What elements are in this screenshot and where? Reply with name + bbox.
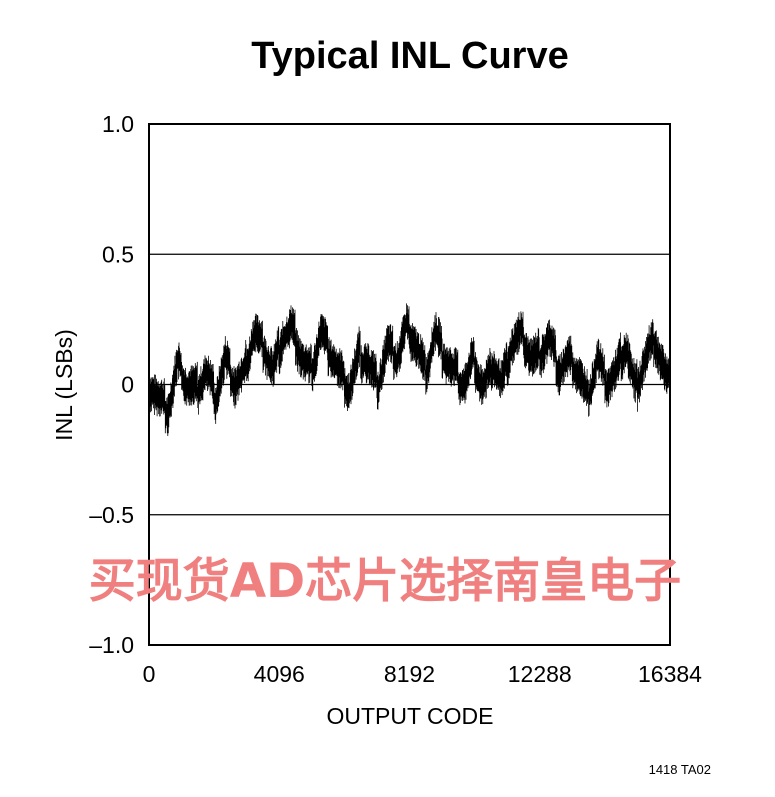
chart-title: Typical INL Curve [251,35,568,77]
inl-trace-path [148,303,671,436]
y-tick-label: 0 [121,372,134,398]
y-tick-label: –0.5 [89,502,134,528]
plot-frame [148,123,671,646]
inl-trace [148,303,671,436]
x-axis-label: OUTPUT CODE [327,703,494,729]
x-tick-label: 0 [143,661,156,687]
x-tick-label: 8192 [384,661,435,687]
y-tick-label: 1.0 [102,111,134,137]
inl-series-line [148,326,671,412]
x-tick-label: 12288 [508,661,572,687]
figure-id: 1418 TA02 [649,762,711,777]
y-axis-label: INL (LSBs) [51,329,77,441]
y-tick-labels: 1.0 0.5 0 –0.5 –1.0 [89,111,134,658]
x-tick-label: 16384 [638,661,702,687]
y-tick-label: –1.0 [89,632,134,658]
watermark-text: 买现货AD芯片选择南皇电子 [89,554,681,609]
x-tick-labels: 0 4096 8192 12288 16384 [143,661,703,687]
x-tick-label: 4096 [254,661,305,687]
y-tick-label: 0.5 [102,241,134,267]
